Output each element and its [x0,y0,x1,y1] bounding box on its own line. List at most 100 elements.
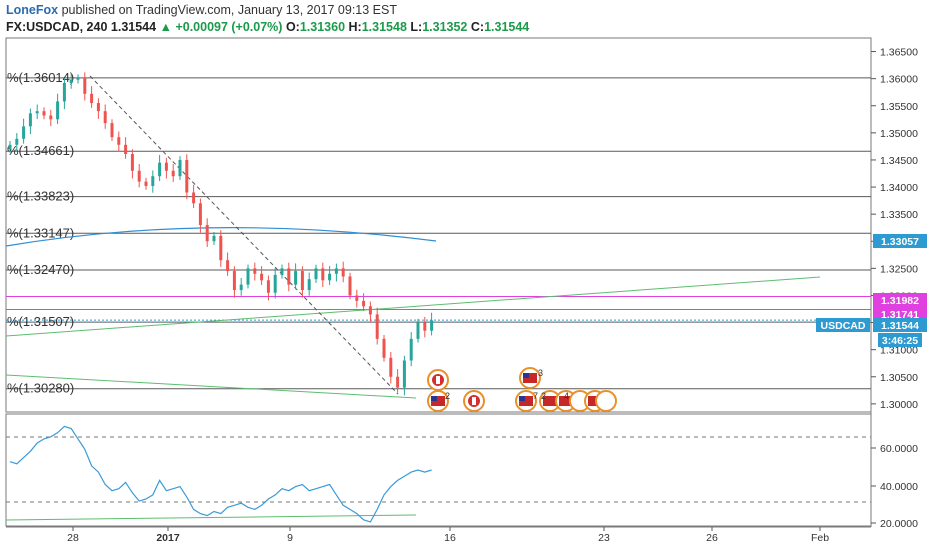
event-count: 2 [445,391,450,401]
candle-body [382,338,386,358]
candle-body [117,137,121,145]
event-us-flag-2[interactable]: 3 [519,367,543,389]
price-tick-label: 1.36500 [880,47,918,59]
candle-body [103,111,107,124]
price-tick-label: 1.34000 [880,182,918,194]
candle-body [198,203,202,225]
price-tick-label: 1.35500 [880,101,918,113]
event-count: 4 [564,391,569,401]
candle-body [49,115,53,120]
moving-average-line[interactable] [5,227,437,247]
lower-trendline[interactable] [5,374,417,399]
candle-body [253,268,257,274]
price-tick-label: 1.30000 [880,399,918,411]
candle-body [280,268,284,275]
candle-body [83,78,87,94]
candle-body [96,103,100,112]
candle-body [226,260,230,272]
event-cluster[interactable]: 7 2 4 4 [515,390,617,412]
close-label: C: [470,20,485,34]
event-count: 3 [538,368,543,378]
open-value: 1.31360 [299,20,346,34]
fib-level-label: %(1.36014) [7,70,74,85]
fib-level-label: %(1.33147) [7,225,74,240]
event-us-flag-1[interactable]: 2 [427,390,450,412]
event-canada-flag-1[interactable] [427,369,449,391]
candle-body [348,276,352,296]
pink-top-tag-text: 1.31982 [881,295,919,307]
publish-header: LoneFox published on TradingView.com, Ja… [6,2,926,18]
price-tag: 1.31544 [873,318,927,332]
economic-events[interactable]: 2 3 7 2 4 4 [427,367,617,412]
low-label: L: [410,20,423,34]
rsi-tick: 40.0000 [880,481,918,493]
candle-body [321,268,325,281]
candle-body [266,280,270,293]
price-tick-label: 1.34500 [880,155,918,167]
candle-body [8,144,12,150]
candle-body [341,268,345,277]
candlestick-series[interactable] [8,72,434,396]
time-axis[interactable]: 28 2017 9 16 23 26 Feb [67,527,829,544]
price-change: +0.00097 (+0.07%) [175,20,283,34]
candle-body [22,126,26,139]
us-flag-icon [519,396,533,406]
candle-body [416,322,420,339]
candle-body [402,360,406,388]
candle-body [151,176,155,186]
us-flag-icon [543,396,557,406]
candle-body [396,376,400,388]
price-tick-label: 1.32500 [880,263,918,275]
candle-body [375,314,379,339]
candle-body [260,273,264,281]
candle-body [430,320,434,331]
candle-body [158,162,162,177]
countdown-tag: 3:46:25 [878,333,922,347]
candle-body [15,138,19,145]
open-label: O: [285,20,300,34]
up-arrow-icon: ▲ [159,20,172,34]
symbol-tag: USDCAD [816,318,870,332]
countdown-tag-text: 3:46:25 [882,335,918,347]
symbol-label: FX:USDCAD, 240 [6,20,108,34]
candle-body [219,235,223,261]
us-flag-icon [559,396,573,406]
candle-body [246,268,250,285]
candle-body [192,192,196,204]
time-label: 16 [444,532,456,544]
high-label: H: [348,20,362,34]
upper-trendline[interactable] [5,276,821,337]
last-price: 1.31544 [110,20,157,34]
time-label: Feb [811,532,829,544]
rsi-trendline[interactable] [5,514,417,521]
candle-body [205,225,209,242]
rsi-pane-border [5,413,872,527]
candle-body [389,357,393,377]
candle-body [232,271,236,291]
candle-body [35,111,39,114]
price-axis[interactable]: 1.36500 1.36000 1.35500 1.35000 1.34500 1.340… [871,47,918,411]
fib-level-label: %(1.31507) [7,314,74,329]
candle-body [273,274,277,293]
candle-body [362,300,366,307]
candle-body [130,153,134,171]
author-link[interactable]: LoneFox [6,3,59,17]
candle-body [28,113,32,127]
candle-body [56,101,60,120]
price-pane-border [5,37,872,413]
fib-trend-dashed-line[interactable] [89,75,399,395]
rsi-line[interactable] [9,425,432,523]
candle-body [409,338,413,361]
fibonacci-retracement[interactable]: %(1.36014) %(1.34661) %(1.33823) %(1.33147)… [6,70,871,396]
candle-body [239,284,243,291]
rsi-tick: 60.0000 [880,443,918,455]
high-value: 1.31548 [361,20,407,34]
ma-tag-text: 1.33057 [881,236,919,248]
candle-body [185,159,189,193]
rsi-axis[interactable]: 60.0000 40.0000 20.0000 [871,443,918,530]
price-tick-label: 1.30500 [880,372,918,384]
candle-body [423,322,427,331]
event-canada-flag-2[interactable] [463,390,485,412]
horizontal-lines[interactable] [6,295,871,311]
